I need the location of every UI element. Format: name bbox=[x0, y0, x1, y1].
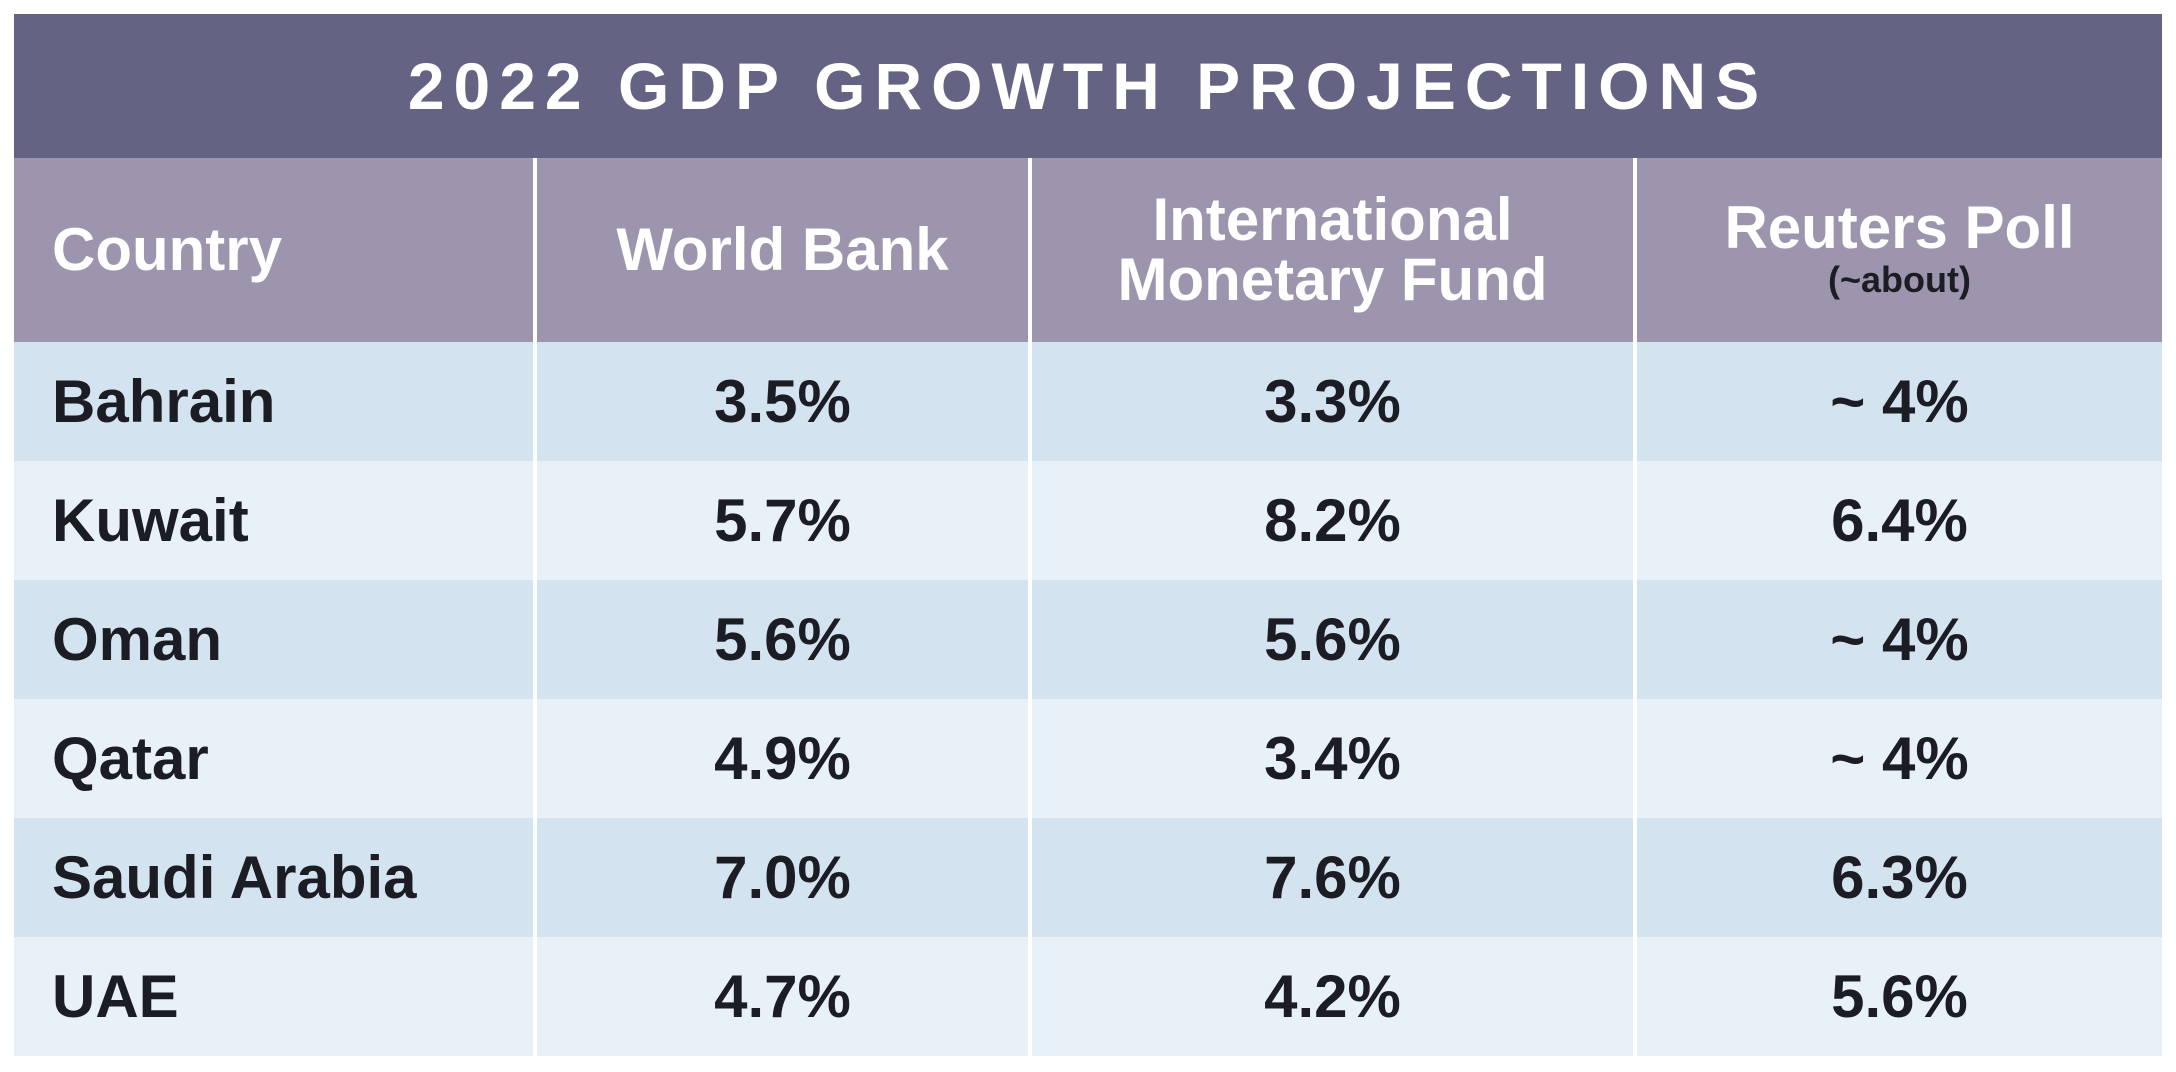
table-body: Bahrain 3.5% 3.3% ~ 4% Kuwait 5.7% 8.2% 6.4% Oma… bbox=[14, 342, 2162, 1056]
cell-reuters: ~ 4% bbox=[1633, 342, 2162, 461]
cell-imf: 5.6% bbox=[1028, 580, 1635, 699]
header-reuters-sub: (~about) bbox=[1828, 259, 1971, 300]
cell-world-bank: 4.7% bbox=[533, 937, 1030, 1056]
cell-country: UAE bbox=[14, 937, 535, 1056]
cell-reuters: ~ 4% bbox=[1633, 580, 2162, 699]
header-reuters: Reuters Poll (~about) bbox=[1633, 158, 2162, 342]
header-country: Country bbox=[14, 158, 535, 342]
header-imf-line1: International bbox=[1152, 186, 1513, 253]
cell-reuters: 6.4% bbox=[1633, 461, 2162, 580]
header-world-bank: World Bank bbox=[533, 158, 1030, 342]
cell-country: Saudi Arabia bbox=[14, 818, 535, 937]
table-row: Bahrain 3.5% 3.3% ~ 4% bbox=[14, 342, 2162, 461]
cell-world-bank: 7.0% bbox=[533, 818, 1030, 937]
header-imf: International Monetary Fund bbox=[1028, 158, 1635, 342]
table-row: Saudi Arabia 7.0% 7.6% 6.3% bbox=[14, 818, 2162, 937]
gdp-table-graphic: 2022 GDP GROWTH PROJECTIONS Country Worl… bbox=[14, 14, 2162, 1058]
header-row: Country World Bank International Monetar… bbox=[14, 158, 2162, 342]
cell-country: Kuwait bbox=[14, 461, 535, 580]
header-reuters-label: Reuters Poll bbox=[1724, 194, 2075, 261]
cell-reuters: ~ 4% bbox=[1633, 699, 2162, 818]
table-row: Qatar 4.9% 3.4% ~ 4% bbox=[14, 699, 2162, 818]
cell-imf: 7.6% bbox=[1028, 818, 1635, 937]
cell-imf: 4.2% bbox=[1028, 937, 1635, 1056]
table-row: Kuwait 5.7% 8.2% 6.4% bbox=[14, 461, 2162, 580]
cell-country: Bahrain bbox=[14, 342, 535, 461]
cell-world-bank: 5.7% bbox=[533, 461, 1030, 580]
header-imf-line2: Monetary Fund bbox=[1117, 246, 1548, 313]
header-country-label: Country bbox=[52, 216, 282, 283]
cell-world-bank: 4.9% bbox=[533, 699, 1030, 818]
cell-imf: 3.4% bbox=[1028, 699, 1635, 818]
table-row: UAE 4.7% 4.2% 5.6% bbox=[14, 937, 2162, 1056]
table-title: 2022 GDP GROWTH PROJECTIONS bbox=[14, 14, 2162, 158]
cell-country: Qatar bbox=[14, 699, 535, 818]
cell-reuters: 5.6% bbox=[1633, 937, 2162, 1056]
cell-imf: 8.2% bbox=[1028, 461, 1635, 580]
header-world-bank-label: World Bank bbox=[616, 216, 949, 283]
cell-imf: 3.3% bbox=[1028, 342, 1635, 461]
cell-reuters: 6.3% bbox=[1633, 818, 2162, 937]
cell-world-bank: 3.5% bbox=[533, 342, 1030, 461]
cell-world-bank: 5.6% bbox=[533, 580, 1030, 699]
cell-country: Oman bbox=[14, 580, 535, 699]
table-row: Oman 5.6% 5.6% ~ 4% bbox=[14, 580, 2162, 699]
gdp-projection-table: Country World Bank International Monetar… bbox=[14, 158, 2162, 1056]
